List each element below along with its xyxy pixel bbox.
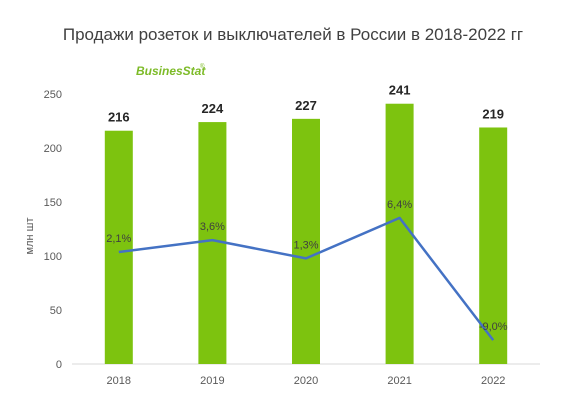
chart-title: Продажи розеток и выключателей в России … bbox=[63, 25, 523, 44]
x-tick-label: 2019 bbox=[200, 375, 224, 387]
bar-value-label: 216 bbox=[108, 110, 130, 125]
logo-text: BusinesStat bbox=[136, 64, 206, 78]
bar-value-label: 224 bbox=[202, 101, 224, 116]
growth-value-label: 3,6% bbox=[200, 221, 225, 233]
x-axis-ticks: 2018 2019 2020 2021 2022 bbox=[107, 375, 506, 387]
y-tick-label: 0 bbox=[56, 359, 62, 371]
x-tick-label: 2022 bbox=[481, 375, 505, 387]
businesstat-logo: BusinesStat ® bbox=[136, 63, 206, 78]
bar-value-label: 241 bbox=[389, 83, 411, 98]
bar-value-labels: 216 224 227 241 219 bbox=[108, 83, 504, 125]
bar-value-label: 219 bbox=[482, 106, 504, 121]
bar-value-label: 227 bbox=[295, 98, 317, 113]
x-tick-label: 2018 bbox=[107, 375, 131, 387]
y-tick-label: 200 bbox=[44, 143, 62, 155]
y-axis-label: млн шт bbox=[24, 218, 36, 255]
y-tick-label: 150 bbox=[44, 197, 62, 209]
growth-value-label: -9,0% bbox=[479, 321, 508, 333]
y-tick-label: 100 bbox=[44, 251, 62, 263]
y-tick-label: 50 bbox=[50, 305, 62, 317]
growth-value-label: 6,4% bbox=[387, 199, 412, 211]
bars bbox=[105, 104, 507, 364]
logo-registered-mark: ® bbox=[200, 63, 205, 70]
y-tick-label: 250 bbox=[44, 89, 62, 101]
growth-value-label: 2,1% bbox=[106, 233, 131, 245]
bar bbox=[386, 104, 414, 364]
y-axis-ticks: 0 50 100 150 200 250 bbox=[44, 89, 62, 371]
bar bbox=[105, 131, 133, 364]
x-tick-label: 2021 bbox=[387, 375, 411, 387]
x-tick-label: 2020 bbox=[294, 375, 318, 387]
growth-value-label: 1,3% bbox=[293, 239, 318, 251]
